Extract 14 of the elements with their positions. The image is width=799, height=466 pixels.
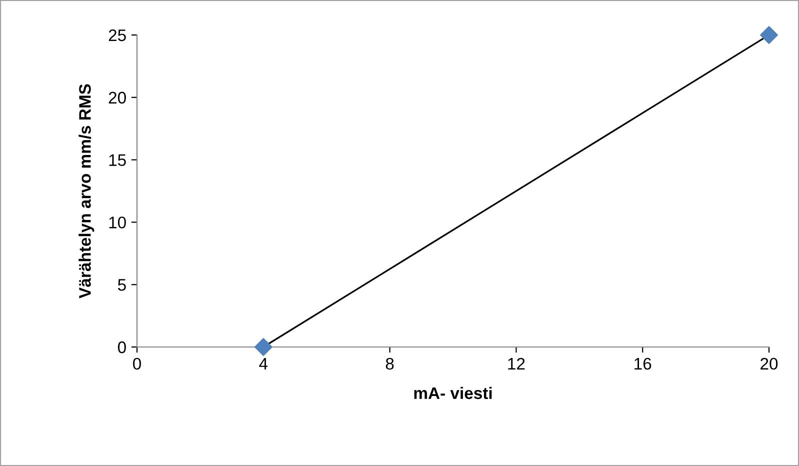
y-tick-label: 5 [118,279,126,291]
y-tick-label: 15 [109,154,126,166]
x-tick-label: 0 [133,358,141,370]
y-axis-title: Värähtelyn arvo mm/s RMS [78,84,94,298]
y-tick-label: 25 [108,29,126,42]
x-tick-label: 16 [634,358,652,370]
x-tick-label: 20 [760,358,778,370]
x-axis-title: mA- viesti [414,386,492,400]
x-tick-label: 8 [386,358,394,370]
y-tick-label: 20 [108,92,126,104]
y-tick-label: 10 [109,216,126,228]
x-tick-label: 12 [508,358,525,370]
y-tick-label: 0 [118,341,126,354]
x-tick-label: 4 [259,358,268,370]
